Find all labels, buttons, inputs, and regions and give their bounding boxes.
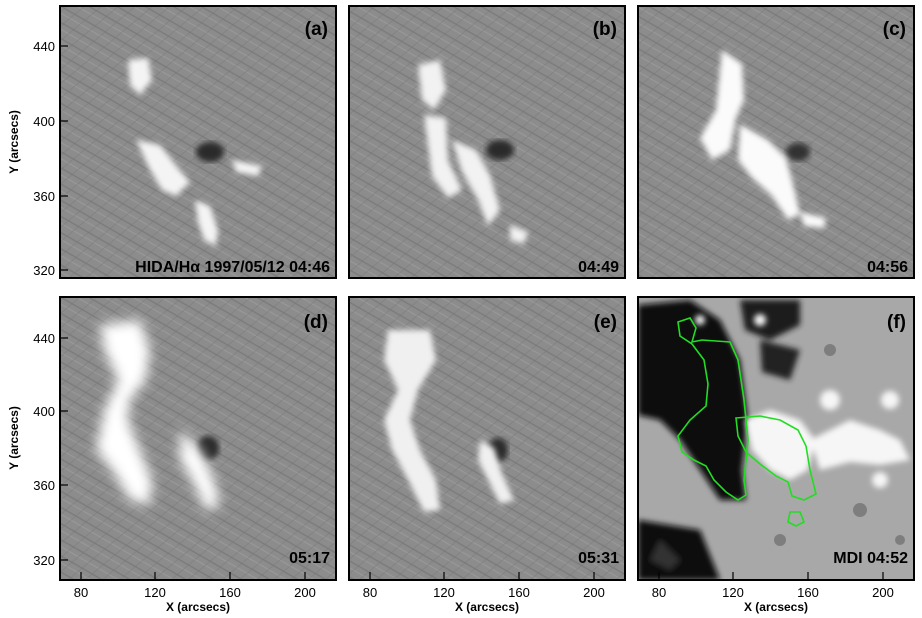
panel-a: (a) HIDA/Hα 1997/05/12 04:46: [59, 5, 337, 279]
tick-marks: [60, 45, 884, 580]
panel-d-stamp: 05:17: [289, 550, 330, 567]
x-tick-label: 80: [652, 585, 666, 600]
panel-b-image: [349, 6, 625, 278]
panel-c-image: [638, 6, 914, 278]
panel-a-label: (a): [305, 19, 328, 40]
panel-b: (b) 04:49: [348, 5, 626, 279]
panel-e-stamp: 05:31: [578, 550, 619, 567]
flare-ribbon-d: [96, 320, 220, 510]
y-tick-label: 360: [33, 189, 55, 204]
x-tick-label: 120: [722, 585, 744, 600]
x-tick-label: 200: [583, 585, 605, 600]
x-tick-label: 120: [433, 585, 455, 600]
panel-e-frame: [348, 296, 626, 581]
flare-ribbon-e: [384, 330, 514, 512]
panel-a-stamp: HIDA/Hα 1997/05/12 04:46: [135, 259, 330, 276]
panel-f-stamp: MDI 04:52: [833, 550, 908, 567]
y-tick-label: 320: [33, 553, 55, 568]
y-tick-label: 320: [33, 263, 55, 278]
panel-a-image: [60, 6, 336, 278]
panel-f-frame: [637, 296, 915, 581]
panel-b-label: (b): [593, 19, 617, 40]
panel-c-label: (c): [883, 19, 906, 40]
x-axis-col1: 80 120 160 200 X (arcsecs): [74, 585, 316, 614]
panel-e-image: [349, 297, 625, 580]
x-tick-label: 120: [144, 585, 166, 600]
panel-c-frame: [637, 5, 915, 279]
x-tick-label: 160: [508, 585, 530, 600]
flare-ribbon-b: [418, 60, 528, 244]
magnetogram-positive-polarity: [695, 314, 910, 488]
sunspot-d: [197, 436, 219, 460]
x-tick-label: 200: [872, 585, 894, 600]
panel-b-frame: [348, 5, 626, 279]
x-tick-label: 160: [797, 585, 819, 600]
y-tick-label: 440: [33, 39, 55, 54]
y-axis-bottom: 440 400 360 320 Y (arcsecs): [7, 331, 55, 568]
magnetogram-negative-polarity: [638, 300, 800, 580]
panel-f-image: [638, 297, 914, 580]
y-axis-title: Y (arcsecs): [7, 406, 21, 470]
magnetogram-noise: [774, 344, 905, 546]
y-tick-label: 360: [33, 478, 55, 493]
x-tick-label: 160: [219, 585, 241, 600]
y-tick-label: 400: [33, 404, 55, 419]
panel-d: (d) 05:17: [59, 296, 337, 581]
x-axis-col3: 80 120 160 200 X (arcsecs): [652, 585, 894, 614]
panel-c: (c) 04:56: [637, 5, 915, 279]
panel-f: (f) MDI 04:52: [637, 296, 915, 581]
x-axis-title: X (arcsecs): [744, 600, 808, 614]
y-axis-top: 440 400 360 320 Y (arcsecs): [7, 39, 55, 278]
panel-c-stamp: 04:56: [867, 259, 908, 276]
x-tick-label: 80: [363, 585, 377, 600]
panel-b-stamp: 04:49: [578, 259, 619, 276]
x-axis-title: X (arcsecs): [166, 600, 230, 614]
x-tick-label: 80: [74, 585, 88, 600]
panel-d-label: (d): [304, 312, 328, 333]
y-tick-label: 440: [33, 331, 55, 346]
flare-ribbon-a: [128, 58, 262, 246]
sunspot-a: [196, 142, 224, 162]
panel-f-label: (f): [887, 312, 906, 333]
sunspot-c: [786, 143, 810, 161]
panel-d-frame: [59, 296, 337, 581]
y-axis-title: Y (arcsecs): [7, 110, 21, 174]
flare-ribbon-contour: [677, 317, 817, 527]
x-axis-col2: 80 120 160 200 X (arcsecs): [363, 585, 605, 614]
y-tick-label: 400: [33, 114, 55, 129]
flare-ribbon-c: [700, 50, 826, 228]
panel-d-image: [60, 297, 336, 580]
panel-e: (e) 05:31: [348, 296, 626, 581]
sunspot-b: [486, 140, 514, 160]
panel-a-frame: [59, 5, 337, 279]
panel-e-label: (e): [594, 312, 617, 333]
x-axis-title: X (arcsecs): [455, 600, 519, 614]
x-tick-label: 200: [294, 585, 316, 600]
